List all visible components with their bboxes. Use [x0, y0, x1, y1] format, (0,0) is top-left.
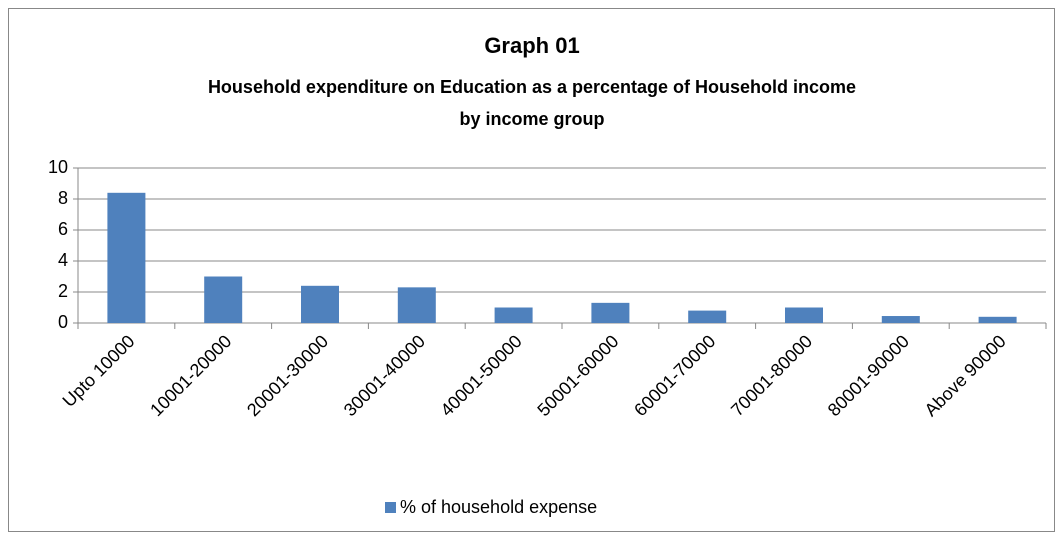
y-tick-label: 2	[58, 281, 68, 301]
bar	[785, 307, 823, 323]
bar	[397, 287, 436, 323]
bar	[494, 307, 533, 323]
y-tick-label: 6	[58, 219, 68, 239]
y-tick-label: 4	[58, 250, 68, 270]
bar	[204, 276, 243, 323]
legend-swatch	[385, 502, 396, 513]
chart-subtitle: Household expenditure on Education as a …	[208, 77, 856, 97]
y-tick-label: 0	[58, 312, 68, 332]
y-tick-label: 10	[48, 157, 68, 177]
y-tick-label: 8	[58, 188, 68, 208]
chart-subtitle: by income group	[459, 109, 604, 129]
bar	[107, 192, 146, 323]
bar	[881, 316, 920, 323]
bar	[688, 310, 727, 323]
legend-label: % of household expense	[400, 497, 597, 517]
chart-border	[8, 8, 1055, 532]
bar	[301, 285, 339, 323]
bar	[978, 316, 1017, 323]
bar	[591, 302, 630, 323]
chart-title: Graph 01	[484, 33, 579, 58]
